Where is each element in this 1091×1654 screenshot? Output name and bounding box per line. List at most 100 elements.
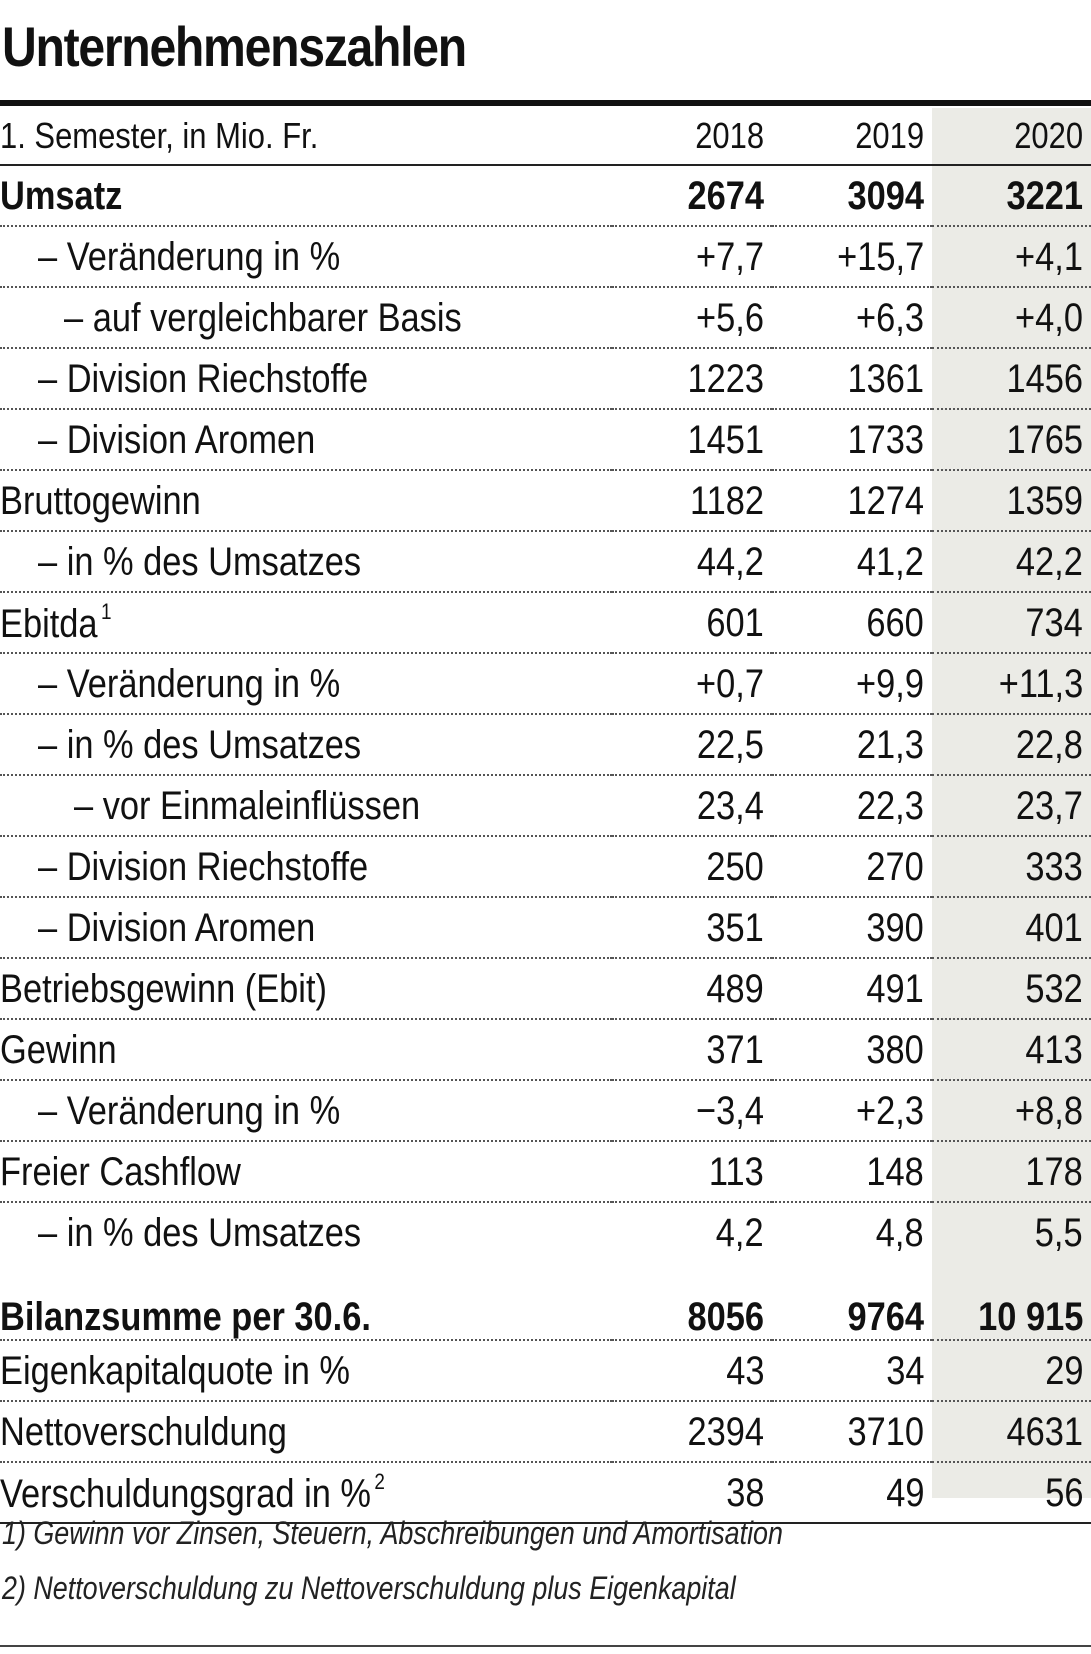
cell-2020: +8,8 [932,1080,1091,1142]
cell-2018: 2674 [612,165,772,227]
figures-table: 1. Semester, in Mio. Fr. 2018 2019 2020 … [0,108,1091,1524]
cell-2018: +7,7 [612,226,772,288]
cell-2018: 43 [612,1340,772,1402]
cell-2020: 23,7 [932,775,1091,837]
header-year-2018: 2018 [612,108,772,166]
cell-2020: 333 [932,836,1091,898]
cell-2020: 1765 [932,409,1091,471]
footnote-1: 1) Gewinn vor Zinsen, Steuern, Abschreib… [2,1515,783,1551]
cell-2018: 38 [612,1462,772,1524]
footnote-2: 2) Nettoverschuldung zu Nettoverschuldun… [2,1570,736,1606]
table-row: Umsatz 2674 3094 3221 [0,165,1091,227]
cell-2019: 49 [772,1462,932,1524]
cell-2019: +6,3 [772,287,932,349]
cell-2018: 44,2 [612,531,772,593]
cell-2019: 1733 [772,409,932,471]
footnote-ref-2: 2 [374,1469,385,1494]
cell-2018: 8056 [612,1262,772,1341]
cell-2019: 21,3 [772,714,932,776]
cell-2020: 413 [932,1019,1091,1081]
table-row: Eigenkapitalquote in % 43 34 29 [0,1340,1091,1402]
cell-2020: +4,1 [932,226,1091,288]
row-label: – in % des Umsatzes [0,531,612,593]
table-row: – Veränderung in % +0,7 +9,9 +11,3 [0,653,1091,715]
cell-2018: 113 [612,1141,772,1203]
cell-2019: 1274 [772,470,932,532]
row-label: – Division Aromen [0,897,612,959]
cell-2018: 22,5 [612,714,772,776]
row-label: Gewinn [0,1019,612,1081]
row-label: Bruttogewinn [0,470,612,532]
cell-2019: 3094 [772,165,932,227]
table-row: – Division Riechstoffe 1223 1361 1456 [0,348,1091,410]
cell-2018: 4,2 [716,1210,764,1255]
table-row: Bruttogewinn 1182 1274 1359 [0,470,1091,532]
cell-2020: 29 [932,1340,1091,1402]
cell-2020: 532 [932,958,1091,1020]
cell-2020: 42,2 [932,531,1091,593]
row-label: – vor Einmaleinflüssen [0,775,612,837]
cell-2018: 489 [612,958,772,1020]
cell-2020: 3221 [932,165,1091,227]
cell-2019: 22,3 [772,775,932,837]
cell-2018: 601 [612,592,772,654]
cell-2020: 56 [932,1462,1091,1524]
row-label: – Division Riechstoffe [0,348,612,410]
cell-2019: 148 [772,1141,932,1203]
table-row: Bilanzsumme per 30.6. 8056 9764 10 915 [0,1262,1091,1341]
footnote-ref-1: 1 [100,599,112,624]
cell-2019: 3710 [772,1401,932,1463]
row-label: Umsatz [0,165,612,227]
table-row: – Veränderung in % +7,7 +15,7 +4,1 [0,226,1091,288]
table-row: Nettoverschuldung 2394 3710 4631 [0,1401,1091,1463]
table-row: – auf vergleichbarer Basis +5,6 +6,3 +4,… [0,287,1091,349]
cell-2019: 270 [772,836,932,898]
header-year-2020: 2020 [932,108,1091,166]
row-label: – Division Aromen [0,409,612,471]
cell-2018: 2394 [612,1401,772,1463]
cell-2018: −3,4 [612,1080,772,1142]
row-label: Ebitda 1 [0,592,612,654]
cell-2018: 371 [612,1019,772,1081]
table-row: Ebitda 1 601 660 734 [0,592,1091,654]
table-row: Betriebsgewinn (Ebit) 489 491 532 [0,958,1091,1020]
cell-2019: 660 [772,592,932,654]
cell-2018: 1182 [612,470,772,532]
cell-2020: 4631 [932,1401,1091,1463]
cell-2018: +0,7 [612,653,772,715]
table-row: – vor Einmaleinflüssen 23,4 22,3 23,7 [0,775,1091,837]
row-label: – Veränderung in % [0,226,612,288]
row-label: – Veränderung in % [0,653,612,715]
header-year-2019: 2019 [772,108,932,166]
cell-2019: +2,3 [772,1080,932,1142]
cell-2019: 34 [772,1340,932,1402]
header-label: 1. Semester, in Mio. Fr. [0,108,612,166]
table-row: – in % des Umsatzes 4,2 4,8 5,5 [0,1202,1091,1262]
table-row: – Veränderung in % −3,4 +2,3 +8,8 [0,1080,1091,1142]
cell-2019: 9764 [772,1262,932,1341]
cell-2019: +9,9 [772,653,932,715]
cell-2019: 380 [772,1019,932,1081]
cell-2019: +15,7 [772,226,932,288]
table-row: – Division Riechstoffe 250 270 333 [0,836,1091,898]
table-row: Verschuldungsgrad in % 2 38 49 56 [0,1462,1091,1524]
row-label: – Veränderung in % [0,1080,612,1142]
cell-2020: +11,3 [932,653,1091,715]
cell-2020: 1456 [932,348,1091,410]
table-row: – in % des Umsatzes 22,5 21,3 22,8 [0,714,1091,776]
table-row: – in % des Umsatzes 44,2 41,2 42,2 [0,531,1091,593]
table-row: Freier Cashflow 113 148 178 [0,1141,1091,1203]
cell-2020: +4,0 [932,287,1091,349]
cell-2020: 401 [932,897,1091,959]
row-label: – Division Riechstoffe [0,836,612,898]
row-label: – auf vergleichbarer Basis [0,287,612,349]
table-row: Gewinn 371 380 413 [0,1019,1091,1081]
title-rule [0,100,1091,106]
cell-2018: 1451 [612,409,772,471]
cell-2018: 250 [612,836,772,898]
page-title: Unternehmenszahlen [2,15,467,78]
cell-2018: 23,4 [612,775,772,837]
table-row: – Division Aromen 1451 1733 1765 [0,409,1091,471]
bottom-rule [0,1645,1091,1647]
cell-2020: 178 [932,1141,1091,1203]
